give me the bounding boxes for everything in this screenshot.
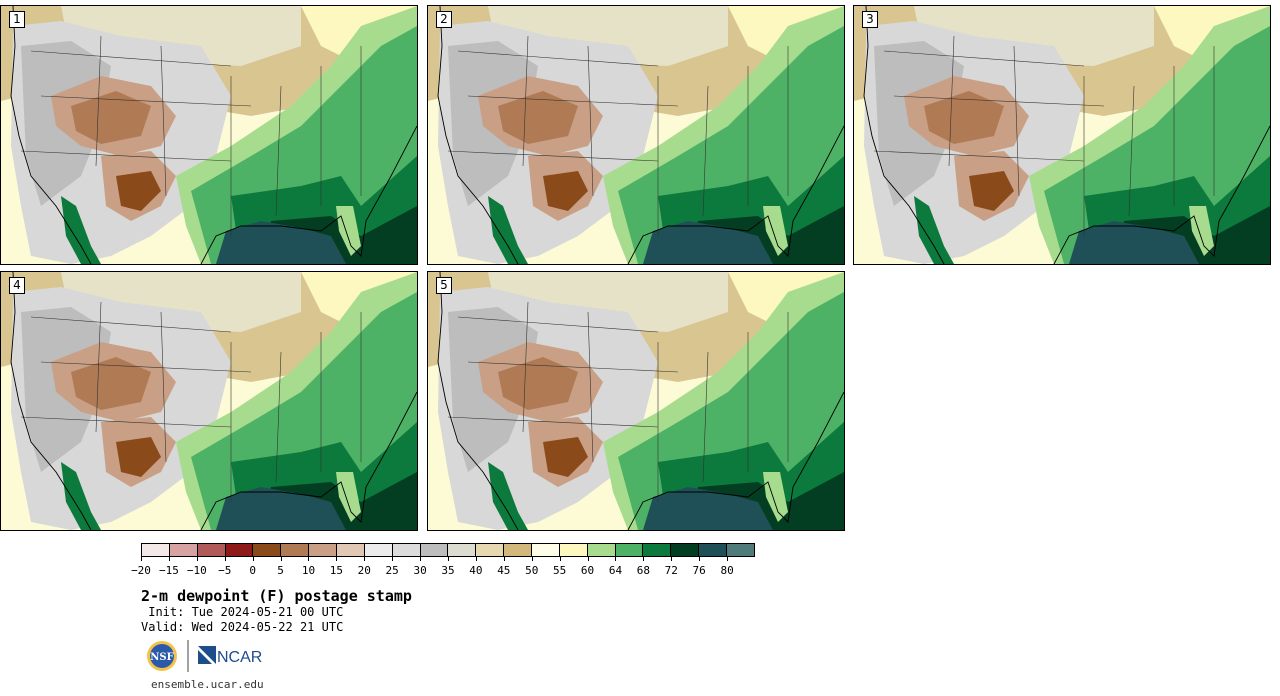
colorbar-tick <box>224 557 226 561</box>
colorbar-tick <box>643 557 645 561</box>
colorbar-swatch <box>727 544 754 556</box>
valid-time: Valid: Wed 2024-05-22 21 UTC <box>141 620 344 634</box>
colorbar-tick-label: 80 <box>720 564 734 577</box>
map-panel-1: 1 <box>0 5 418 265</box>
colorbar-tick-label: −10 <box>186 564 207 577</box>
colorbar-tick-label: 40 <box>469 564 483 577</box>
colorbar-tick-label: 5 <box>277 564 284 577</box>
colorbar-tick-label: 20 <box>357 564 371 577</box>
colorbar-tick <box>336 557 338 561</box>
colorbar-swatch <box>476 544 505 556</box>
colorbar-tick-label: 30 <box>413 564 427 577</box>
colorbar-tick-label: 50 <box>525 564 539 577</box>
colorbar-swatch <box>671 544 700 556</box>
dewpoint-map-3 <box>854 6 1270 264</box>
panel-label-4: 4 <box>9 277 25 294</box>
colorbar-tick <box>280 557 282 561</box>
dewpoint-map-4 <box>1 272 417 530</box>
colorbar-tick <box>196 557 198 561</box>
colorbar-swatch <box>169 544 198 556</box>
colorbar-tick-label: −5 <box>218 564 232 577</box>
ncar-logo-text: NCAR <box>217 649 262 666</box>
colorbar-swatch <box>587 544 616 556</box>
nsf-logo-text: NSF <box>150 652 173 663</box>
colorbar-swatch <box>253 544 282 556</box>
colorbar-tick-label: 45 <box>497 564 511 577</box>
colorbar-tick <box>503 557 505 561</box>
colorbar-tick-label: 64 <box>608 564 623 577</box>
colorbar-swatch <box>337 544 365 556</box>
panel-label-3: 3 <box>862 11 878 28</box>
colorbar-tick <box>615 557 617 561</box>
colorbar-tick <box>475 557 477 561</box>
colorbar-tick <box>168 557 170 561</box>
colorbar-tick-label: 35 <box>441 564 455 577</box>
colorbar-tick <box>141 557 142 561</box>
colorbar-swatch <box>532 544 560 556</box>
colorbar-tick <box>308 557 310 561</box>
colorbar-tick <box>420 557 422 561</box>
colorbar-swatch <box>699 544 728 556</box>
nsf-logo: NSF <box>147 641 177 671</box>
colorbar <box>141 543 755 557</box>
colorbar-swatch <box>364 544 393 556</box>
colorbar-swatch <box>643 544 672 556</box>
colorbar-swatch <box>420 544 449 556</box>
ncar-logo: NCAR <box>198 646 262 666</box>
init-time: Init: Tue 2024-05-21 00 UTC <box>141 605 344 619</box>
colorbar-tick <box>364 557 366 561</box>
map-panel-2: 2 <box>427 5 845 265</box>
colorbar-tick <box>392 557 394 561</box>
site-url: ensemble.ucar.edu <box>151 678 264 691</box>
colorbar-tick-label: 10 <box>301 564 316 577</box>
colorbar-tick <box>727 557 729 561</box>
dewpoint-map-2 <box>428 6 844 264</box>
colorbar-tick <box>559 557 561 561</box>
colorbar-tick <box>587 557 589 561</box>
colorbar-tick-label: 15 <box>329 564 343 577</box>
colorbar-tick <box>531 557 533 561</box>
colorbar-tick <box>699 557 701 561</box>
panel-label-2: 2 <box>436 11 452 28</box>
colorbar-tick-label: −15 <box>158 564 179 577</box>
map-panel-3: 3 <box>853 5 1271 265</box>
colorbar-tick-label: 68 <box>636 564 650 577</box>
colorbar-tick-label: 76 <box>692 564 706 577</box>
colorbar-ticks: −20 −15 −10 −5 0 5 10 15 20 25 30 35 40 45 50 55 60 64 68 7… <box>131 557 755 577</box>
colorbar-swatch <box>615 544 644 556</box>
colorbar-swatch <box>559 544 588 556</box>
colorbar-tick-label: 72 <box>664 564 678 577</box>
colorbar-tick-label: 25 <box>385 564 399 577</box>
colorbar-tick-label: 60 <box>580 564 595 577</box>
colorbar-tick-label: 55 <box>553 564 567 577</box>
colorbar-swatch <box>504 544 533 556</box>
colorbar-tick <box>671 557 673 561</box>
colorbar-swatch <box>392 544 421 556</box>
dewpoint-map-1 <box>1 6 417 264</box>
colorbar-tick <box>448 557 449 561</box>
logos: NSF NCAR <box>144 638 284 674</box>
figure-title: 2-m dewpoint (F) postage stamp <box>141 587 412 605</box>
colorbar-swatch <box>448 544 477 556</box>
colorbar-swatch <box>309 544 338 556</box>
colorbar-swatch <box>142 544 170 556</box>
colorbar-tick-label: −20 <box>131 564 151 577</box>
panel-label-5: 5 <box>436 277 452 294</box>
map-panel-4: 4 <box>0 271 418 531</box>
colorbar-swatch <box>281 544 310 556</box>
map-panel-5: 5 <box>427 271 845 531</box>
colorbar-swatch <box>197 544 226 556</box>
dewpoint-map-5 <box>428 272 844 530</box>
colorbar-tick <box>252 557 254 561</box>
colorbar-swatch <box>225 544 254 556</box>
colorbar-tick-label: 0 <box>249 564 256 577</box>
panel-label-1: 1 <box>9 11 25 28</box>
